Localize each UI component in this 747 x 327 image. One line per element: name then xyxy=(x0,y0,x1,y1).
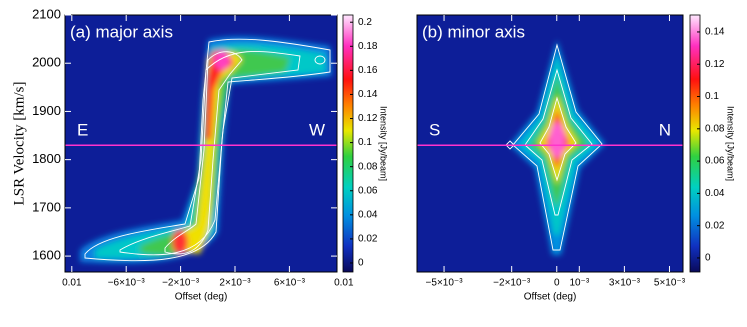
colorbar-label: Intensity [Jy/beam] xyxy=(726,106,736,181)
colorbar-tick-label: 0.08 xyxy=(705,123,725,134)
colorbar-tick-label: 0.08 xyxy=(358,161,378,172)
y-tick-label: 1600 xyxy=(32,248,61,263)
x-tick-label: 0 xyxy=(554,278,560,289)
colorbar xyxy=(689,14,701,273)
annotation: S xyxy=(429,121,440,140)
colorbar-tick-label: 0.18 xyxy=(358,41,378,52)
colorbar-tick-label: 0.06 xyxy=(358,185,378,196)
x-tick-label: 10⁻³ xyxy=(569,278,589,289)
colorbar-tick-label: 0.06 xyxy=(705,156,725,167)
colorbar-tick-label: 0.16 xyxy=(358,65,378,76)
x-tick-label: 3×10⁻³ xyxy=(609,278,641,289)
colorbar-tick-label: 0.04 xyxy=(705,188,725,199)
y-tick-label: 2000 xyxy=(32,55,61,70)
annotation: E xyxy=(77,121,88,140)
colorbar-tick-label: 0.02 xyxy=(358,234,378,245)
x-tick-label: −2×10⁻³ xyxy=(162,278,200,289)
x-axis-label: Offset (deg) xyxy=(524,292,577,303)
x-axis-label: Offset (deg) xyxy=(175,292,228,303)
colorbar-tick-label: 0.1 xyxy=(358,137,372,148)
y-tick-label: 1800 xyxy=(32,151,61,166)
colorbar-tick-label: 0.2 xyxy=(358,17,372,28)
plot-frame xyxy=(416,14,684,273)
colorbar xyxy=(342,14,354,273)
colorbar-tick-label: 0.04 xyxy=(358,209,378,220)
x-tick-label: −5×10⁻³ xyxy=(426,278,464,289)
y-tick-label: 1900 xyxy=(32,103,61,118)
emission-map-a xyxy=(65,15,337,272)
y-tick-label: 1700 xyxy=(32,199,61,214)
x-tick-label: −2×10⁻³ xyxy=(493,278,531,289)
x-tick-label: 0.01 xyxy=(62,278,82,289)
colorbar-tick-label: 0 xyxy=(705,253,711,264)
plot-frame xyxy=(64,14,338,273)
y-axis-label: LSR Velocity [km/s] xyxy=(11,82,27,206)
x-tick-label: 0.01 xyxy=(334,278,354,289)
panel-title: (a) major axis xyxy=(70,22,173,41)
colorbar-tick-label: 0.14 xyxy=(358,89,378,100)
x-tick-label: −6×10⁻³ xyxy=(108,278,146,289)
colorbar-label: Intensity [Jy/beam] xyxy=(379,106,389,181)
colorbar-tick-label: 0.12 xyxy=(705,59,725,70)
colorbar-tick-label: 0.02 xyxy=(705,220,725,231)
colorbar-tick-label: 0 xyxy=(358,258,364,269)
colorbar-tick-label: 0.1 xyxy=(705,91,719,102)
colorbar-tick-label: 0.14 xyxy=(705,27,725,38)
x-tick-label: 5×10⁻³ xyxy=(654,278,686,289)
panel-title: (b) minor axis xyxy=(422,22,525,41)
x-tick-label: 6×10⁻³ xyxy=(274,278,306,289)
y-tick-label: 2100 xyxy=(32,6,61,21)
annotation: W xyxy=(309,121,325,140)
colorbar-tick-label: 0.12 xyxy=(358,113,378,124)
emission-map-b xyxy=(417,15,683,272)
x-tick-label: 2×10⁻³ xyxy=(219,278,251,289)
annotation: N xyxy=(659,121,671,140)
